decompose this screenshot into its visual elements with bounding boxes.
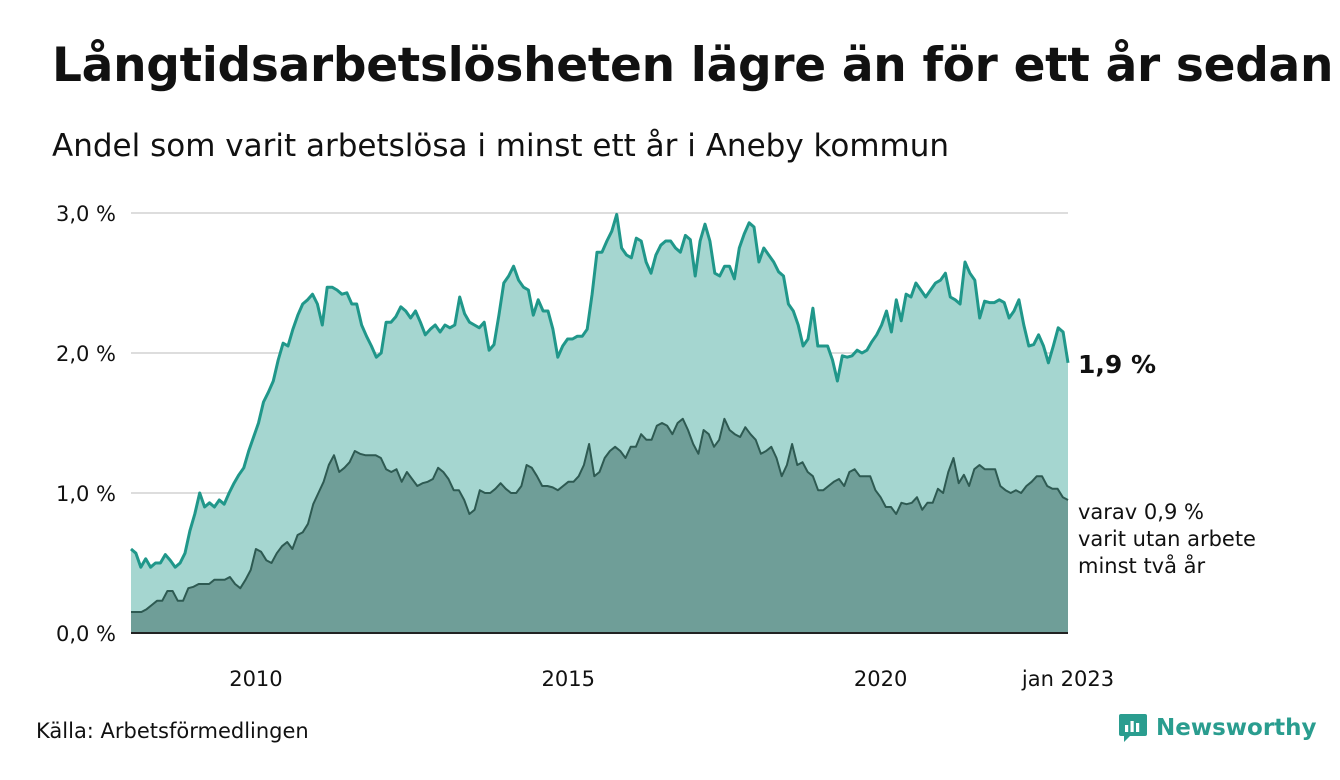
- series-line-long-term-unemployment: [130, 212, 1070, 569]
- x-tick-label: 2020: [854, 667, 907, 691]
- end-label-sub-line: minst två år: [1078, 553, 1206, 578]
- brand-name: Newsworthy: [1156, 715, 1317, 741]
- source-label: Källa: Arbetsförmedlingen: [36, 719, 309, 743]
- brand-logo: Newsworthy: [1118, 712, 1317, 744]
- x-tick-label: jan 2023: [1021, 667, 1114, 691]
- series-line-unemployed-two-years: [131, 417, 1069, 613]
- end-label-sub-line: varav 0,9 %: [1078, 500, 1204, 524]
- chart-title: Långtidsarbetslösheten lägre än för ett …: [52, 38, 1334, 93]
- chart-subtitle: Andel som varit arbetslösa i minst ett å…: [52, 128, 950, 164]
- end-label-sub-line: varit utan arbete: [1078, 527, 1256, 551]
- end-label-main: 1,9 %: [1078, 350, 1156, 379]
- y-tick-label: 2,0 %: [56, 342, 116, 366]
- y-tick-label: 1,0 %: [56, 482, 116, 506]
- y-tick-label: 3,0 %: [56, 202, 116, 226]
- series-area-unemployed-two-years: [131, 418, 1068, 633]
- x-tick-label: 2010: [229, 667, 282, 691]
- y-tick-label: 0,0 %: [56, 622, 116, 646]
- newsworthy-icon: [1119, 714, 1147, 742]
- x-tick-label: 2015: [542, 667, 595, 691]
- area-layer: [130, 212, 1070, 634]
- axis-labels: 0,0 % 1,0 % 2,0 % 3,0 % 2010 2015 2020 jan 2023: [56, 202, 1114, 691]
